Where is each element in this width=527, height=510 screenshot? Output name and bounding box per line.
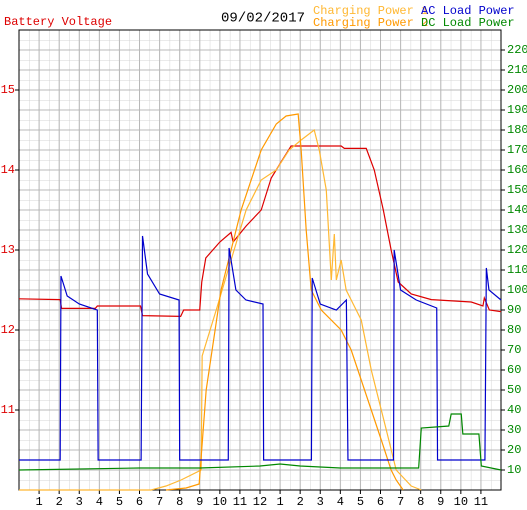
x-tick-label: 6: [377, 495, 384, 509]
y-tick-label: 15: [1, 83, 15, 97]
y2-tick-label: 20: [507, 443, 521, 457]
y2-tick-label: 10: [507, 463, 521, 477]
x-tick-label: 7: [156, 495, 163, 509]
y2-tick-label: 180: [507, 123, 527, 137]
y2-tick-label: 70: [507, 343, 521, 357]
x-tick-label: 3: [317, 495, 324, 509]
legend-entry: Charging Power 2: [313, 16, 428, 30]
x-tick-label: 3: [76, 495, 83, 509]
x-tick-label: 10: [213, 495, 227, 509]
y2-tick-label: 90: [507, 303, 521, 317]
y2-tick-label: 200: [507, 83, 527, 97]
x-tick-label: 1: [35, 495, 42, 509]
y2-tick-label: 110: [507, 263, 527, 277]
x-tick-label: 2: [297, 495, 304, 509]
series-line: [165, 113, 404, 491]
y-tick-label: 11: [1, 403, 15, 417]
y2-tick-label: 40: [507, 403, 521, 417]
y2-tick-label: 210: [507, 63, 527, 77]
y2-tick-label: 120: [507, 243, 527, 257]
plot-frame: [18, 29, 502, 491]
y2-tick-label: 80: [507, 323, 521, 337]
x-tick-label: 6: [136, 495, 143, 509]
x-tick-label: 8: [176, 495, 183, 509]
x-tick-label: 10: [454, 495, 468, 509]
legend-entry: AC Load Power: [421, 4, 515, 18]
x-tick-label: 11: [233, 495, 247, 509]
x-tick-label: 2: [56, 495, 63, 509]
series-line: [19, 235, 502, 461]
x-tick-label: 12: [253, 495, 267, 509]
y2-tick-label: 100: [507, 283, 527, 297]
y2-tick-label: 220: [507, 43, 527, 57]
y2-tick-label: 130: [507, 223, 527, 237]
y2-tick-label: 30: [507, 423, 521, 437]
series-line: [18, 413, 502, 471]
series-line: [19, 128, 422, 491]
x-tick-label: 5: [357, 495, 364, 509]
x-tick-label: 9: [196, 495, 203, 509]
y-tick-label: 12: [1, 323, 15, 337]
legend-entry: DC Load Power: [421, 16, 515, 30]
y2-tick-label: 160: [507, 163, 527, 177]
y2-tick-label: 170: [507, 143, 527, 157]
x-tick-label: 7: [397, 495, 404, 509]
x-tick-label: 4: [96, 495, 103, 509]
left-legend: Battery Voltage: [4, 15, 112, 29]
y2-tick-label: 190: [507, 103, 527, 117]
y2-tick-label: 150: [507, 183, 527, 197]
x-tick-label: 8: [417, 495, 424, 509]
y2-tick-label: 140: [507, 203, 527, 217]
y2-tick-label: 60: [507, 363, 521, 377]
chart-title: 09/02/2017: [221, 11, 305, 27]
x-tick-label: 9: [437, 495, 444, 509]
y-tick-label: 13: [1, 243, 15, 257]
y2-tick-label: 50: [507, 383, 521, 397]
x-tick-label: 4: [337, 495, 344, 509]
y-tick-label: 14: [1, 163, 15, 177]
x-tick-label: 11: [474, 495, 488, 509]
x-tick-label: 5: [116, 495, 123, 509]
x-tick-label: 1: [276, 495, 283, 509]
legend-entry: Charging Power 1: [313, 4, 428, 18]
